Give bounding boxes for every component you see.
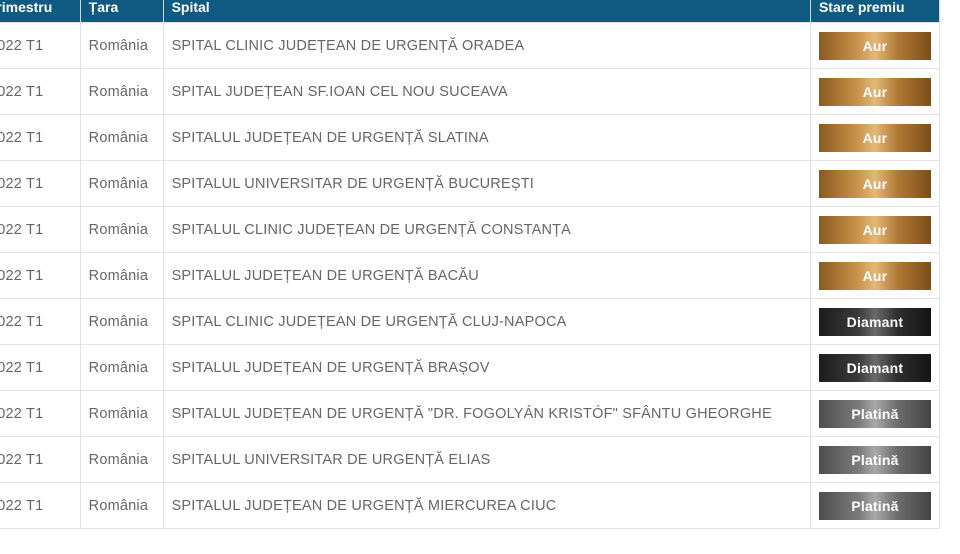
award-badge: Aur — [818, 169, 931, 198]
country-cell: România — [79, 160, 164, 207]
award-cell: Diamant — [809, 344, 941, 391]
country-cell: România — [79, 298, 164, 345]
award-badge: Aur — [818, 77, 931, 106]
award-badge: Aur — [818, 261, 931, 290]
quarter-cell: 2022 T1 — [0, 160, 81, 207]
hospital-cell: SPITALUL JUDEȚEAN DE URGENȚĂ BRAȘOV — [162, 344, 811, 391]
award-badge: Platină — [818, 445, 931, 474]
award-badge: Aur — [818, 123, 931, 152]
header-country[interactable]: Țara — [80, 0, 164, 23]
award-badge: Diamant — [818, 353, 931, 382]
quarter-cell: 2022 T1 — [0, 436, 81, 483]
hospital-cell: SPITAL CLINIC JUDEȚEAN DE URGENȚĂ CLUJ-N… — [162, 298, 811, 345]
award-cell: Platină — [809, 390, 941, 437]
award-cell: Aur — [809, 160, 941, 207]
award-cell: Aur — [809, 206, 941, 253]
quarter-cell: 2022 T1 — [0, 22, 81, 69]
quarter-cell: 2022 T1 — [0, 68, 81, 115]
country-cell: România — [79, 436, 164, 483]
quarter-cell: 2022 T1 — [0, 298, 81, 345]
hospital-cell: SPITALUL JUDEȚEAN DE URGENȚĂ "DR. FOGOLY… — [162, 390, 811, 437]
country-cell: România — [79, 344, 164, 391]
country-cell: România — [79, 482, 164, 529]
hospital-cell: SPITALUL UNIVERSITAR DE URGENȚĂ BUCUREȘT… — [162, 160, 811, 207]
award-cell: Platină — [809, 482, 941, 529]
header-quarter[interactable]: Trimestru — [0, 0, 81, 23]
header-award-status[interactable]: Stare premiu — [810, 0, 941, 23]
country-cell: România — [79, 114, 164, 161]
award-cell: Aur — [809, 22, 941, 69]
country-cell: România — [79, 390, 164, 437]
hospital-cell: SPITAL CLINIC JUDEȚEAN DE URGENȚĂ ORADEA — [162, 22, 811, 69]
award-cell: Aur — [809, 252, 941, 299]
hospital-cell: SPITALUL UNIVERSITAR DE URGENȚĂ ELIAS — [162, 436, 811, 483]
award-badge: Platină — [818, 491, 931, 520]
award-cell: Aur — [809, 68, 941, 115]
hospital-cell: SPITALUL JUDEȚEAN DE URGENȚĂ SLATINA — [162, 114, 811, 161]
quarter-cell: 2022 T1 — [0, 252, 81, 299]
country-cell: România — [79, 22, 164, 69]
header-hospital[interactable]: Spital — [163, 0, 811, 23]
awards-table: Trimestru Țara Spital Stare premiu 2022 … — [0, 0, 941, 529]
award-cell: Platină — [809, 436, 941, 483]
award-cell: Diamant — [809, 298, 941, 345]
hospital-cell: SPITALUL JUDEȚEAN DE URGENȚĂ MIERCUREA C… — [162, 482, 811, 529]
quarter-cell: 2022 T1 — [0, 344, 81, 391]
table-header-row: Trimestru Țara Spital Stare premiu — [0, 0, 941, 23]
country-cell: România — [79, 68, 164, 115]
country-cell: România — [79, 206, 164, 253]
hospital-cell: SPITALUL CLINIC JUDEȚEAN DE URGENȚĂ CONS… — [162, 206, 811, 253]
award-badge: Aur — [818, 31, 931, 60]
award-cell: Aur — [809, 114, 941, 161]
country-cell: România — [79, 252, 164, 299]
quarter-cell: 2022 T1 — [0, 482, 81, 529]
quarter-cell: 2022 T1 — [0, 390, 81, 437]
hospital-cell: SPITALUL JUDEȚEAN DE URGENȚĂ BACĂU — [162, 252, 811, 299]
quarter-cell: 2022 T1 — [0, 206, 81, 253]
award-badge: Aur — [818, 215, 931, 244]
quarter-cell: 2022 T1 — [0, 114, 81, 161]
award-badge: Platină — [818, 399, 931, 428]
award-badge: Diamant — [818, 307, 931, 336]
hospital-cell: SPITAL JUDEȚEAN SF.IOAN CEL NOU SUCEAVA — [162, 68, 811, 115]
